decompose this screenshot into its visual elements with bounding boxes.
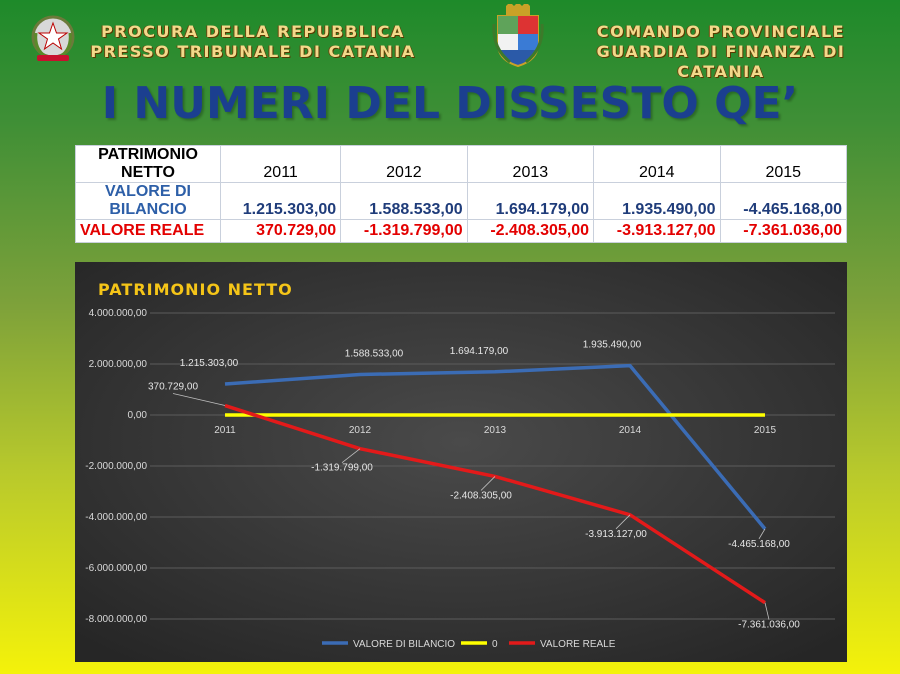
data-label: 1.694.179,00: [450, 346, 509, 357]
y-tick-label: -2.000.000,00: [85, 461, 147, 472]
table-cell: -4.465.168,00: [719, 182, 847, 220]
leader-line: [758, 528, 766, 540]
table-cell: 370.729,00: [219, 219, 342, 243]
chart-background: [75, 262, 847, 662]
data-label: -1.319.799,00: [311, 463, 373, 474]
patrimonio-netto-table: PATRIMONIO NETTO 2011 2012 2013 2014 201…: [75, 145, 847, 243]
table-cell: 1.935.490,00: [593, 182, 721, 220]
left-header-line2: PRESSO TRIBUNALE DI CATANIA: [90, 42, 416, 61]
table-cell: -7.361.036,00: [719, 219, 847, 243]
x-tick-label: 2013: [484, 425, 507, 436]
data-label: 370.729,00: [148, 382, 198, 393]
data-label: -7.361.036,00: [738, 620, 800, 631]
table-header-row: PATRIMONIO NETTO 2011 2012 2013 2014 201…: [75, 145, 847, 183]
republic-emblem-icon: [31, 15, 75, 61]
guardia-di-finanza-crest-icon: [492, 4, 544, 68]
leader-line: [341, 448, 361, 463]
data-label: 1.588.533,00: [345, 348, 404, 359]
y-tick-label: 4.000.000,00: [89, 308, 148, 319]
left-header-line1: PROCURA DELLA REPUBBLICA: [101, 22, 405, 41]
chart-container: PATRIMONIO NETTO 4.000.000,00 2.000.000,0…: [75, 262, 847, 662]
table-year-cell: 2014: [593, 145, 721, 183]
leader-line: [615, 514, 631, 530]
y-tick-label: 2.000.000,00: [89, 359, 148, 370]
row-label-bilancio: VALORE DI BILANCIO: [75, 182, 221, 220]
y-tick-label: -8.000.000,00: [85, 614, 147, 625]
leader-line: [480, 476, 496, 491]
leader-line: [764, 602, 770, 620]
leader-line: [172, 393, 226, 406]
prosecutor-office-header: PROCURA DELLA REPUBBLICA PRESSO TRIBUNAL…: [88, 22, 418, 62]
data-label: -4.465.168,00: [728, 539, 790, 550]
page-title: I NUMERI DEL DISSESTO QE’: [101, 78, 799, 129]
x-tick-label: 2014: [619, 425, 642, 436]
row-label-reale: VALORE REALE: [75, 219, 221, 243]
data-label: -3.913.127,00: [585, 529, 647, 540]
table-year-cell: 2015: [719, 145, 847, 183]
right-header-line2: GUARDIA DI FINANZA DI CATANIA: [596, 42, 846, 81]
table-year-cell: 2012: [340, 145, 468, 183]
data-label: -2.408.305,00: [450, 490, 512, 501]
legend-label: VALORE REALE: [540, 639, 616, 650]
line-chart: PATRIMONIO NETTO 4.000.000,00 2.000.000,0…: [75, 262, 847, 662]
table-cell: 1.694.179,00: [466, 182, 595, 220]
table-cell: -2.408.305,00: [466, 219, 595, 243]
data-label: 1.935.490,00: [583, 340, 642, 351]
table-row: VALORE DI BILANCIO 1.215.303,00 1.588.53…: [75, 182, 847, 220]
table-cell: 1.588.533,00: [340, 182, 468, 220]
legend-label: 0: [492, 639, 498, 650]
table-year-cell: 2011: [219, 145, 342, 183]
y-tick-label: -6.000.000,00: [85, 563, 147, 574]
right-header-line1: COMANDO PROVINCIALE: [596, 22, 846, 41]
chart-title: PATRIMONIO NETTO: [98, 280, 293, 299]
x-tick-label: 2015: [754, 425, 777, 436]
data-label: 1.215.303,00: [180, 358, 239, 369]
y-tick-label: -4.000.000,00: [85, 512, 147, 523]
y-tick-label: 0,00: [128, 410, 148, 421]
x-tick-label: 2011: [214, 425, 236, 436]
legend-label: VALORE DI BILANCIO: [353, 639, 455, 650]
guardia-di-finanza-header: COMANDO PROVINCIALE GUARDIA DI FINANZA D…: [553, 22, 889, 82]
series-line-bilancio: [224, 363, 767, 530]
table-cell: 1.215.303,00: [219, 182, 342, 220]
table-row: VALORE REALE 370.729,00 -1.319.799,00 -2…: [75, 219, 847, 243]
table-header-label: PATRIMONIO NETTO: [75, 145, 221, 183]
table-cell: -1.319.799,00: [340, 219, 468, 243]
x-tick-label: 2012: [349, 425, 372, 436]
table-year-cell: 2013: [466, 145, 595, 183]
table-cell: -3.913.127,00: [593, 219, 721, 243]
